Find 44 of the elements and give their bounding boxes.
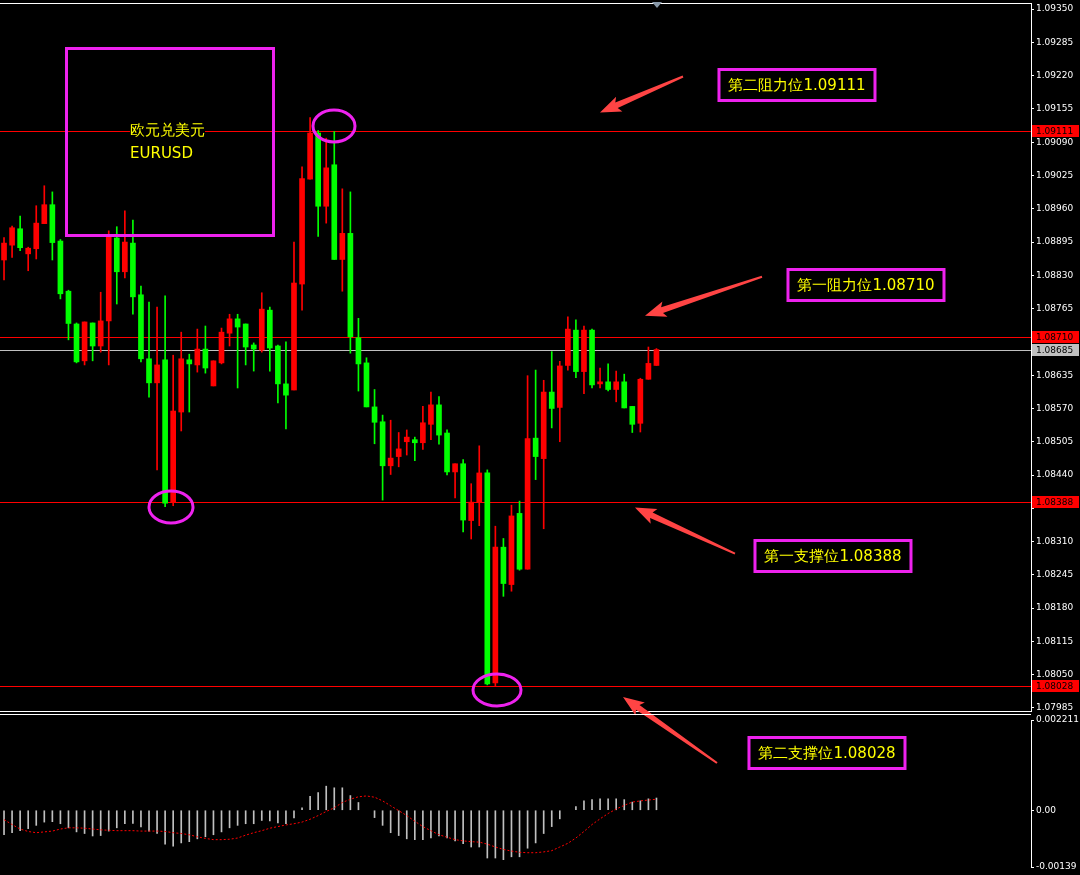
candlestick <box>403 429 410 456</box>
annotation: 第二支撑位1.08028 <box>758 744 896 762</box>
candlestick <box>186 353 193 413</box>
y-tick-label: 1.08115 <box>1036 635 1074 646</box>
candlestick <box>452 463 458 499</box>
ref-line-label: 1.09111 <box>1036 125 1074 136</box>
y-tick-label: 1.09285 <box>1036 36 1074 47</box>
y-tick-label: 1.09025 <box>1036 169 1074 180</box>
y-tick-label: 1.08505 <box>1036 436 1074 447</box>
candlestick <box>25 246 32 272</box>
annotation: 第一阻力位1.08710 <box>797 275 935 294</box>
y-tick-label: 1.08960 <box>1036 203 1074 214</box>
candlestick <box>395 432 402 468</box>
annotation: 第一支撑位1.08388 <box>764 546 902 565</box>
y-tick-label: 1.08895 <box>1036 236 1074 247</box>
y-tick-label: 1.08245 <box>1036 569 1074 580</box>
y-tick-label: 1.08050 <box>1036 669 1074 679</box>
y-tick-label: 0.002211 <box>1036 714 1079 725</box>
text: EURUSD <box>130 144 193 162</box>
y-tick-label: 0.00 <box>1036 804 1057 815</box>
y-tick-label: 1.08440 <box>1036 469 1074 480</box>
y-tick-label: 1.08635 <box>1036 369 1074 380</box>
y-tick-label: 1.09155 <box>1036 103 1074 114</box>
y-tick-label: 1.08570 <box>1036 402 1074 413</box>
y-tick-label: 1.08310 <box>1036 535 1074 546</box>
line-series <box>3 795 657 854</box>
y-tick-label: -0.00139 <box>1036 861 1077 872</box>
ref-line-label: 1.08388 <box>1036 496 1074 507</box>
ref-line-label: 1.08028 <box>1036 680 1074 691</box>
candlestick <box>597 367 603 389</box>
y-tick-label: 1.09350 <box>1036 3 1074 14</box>
ref-line-label: 1.08710 <box>1036 331 1074 342</box>
y-tick-label: 1.07985 <box>1036 702 1074 713</box>
ref-line-label: 1.08685 <box>1036 344 1074 355</box>
annotation: 第二阻力位1.09111 <box>728 76 866 95</box>
y-tick-label: 1.08830 <box>1036 269 1074 280</box>
y-tick-label: 1.09090 <box>1036 136 1074 147</box>
candlestick <box>548 351 555 429</box>
y-tick-label: 1.08180 <box>1036 602 1074 613</box>
text: 欧元兑美元 <box>130 121 205 139</box>
candlestick <box>411 436 418 461</box>
y-tick-label: 1.08765 <box>1036 302 1074 313</box>
candlestick <box>283 341 289 430</box>
y-tick-label: 1.09220 <box>1036 70 1074 81</box>
